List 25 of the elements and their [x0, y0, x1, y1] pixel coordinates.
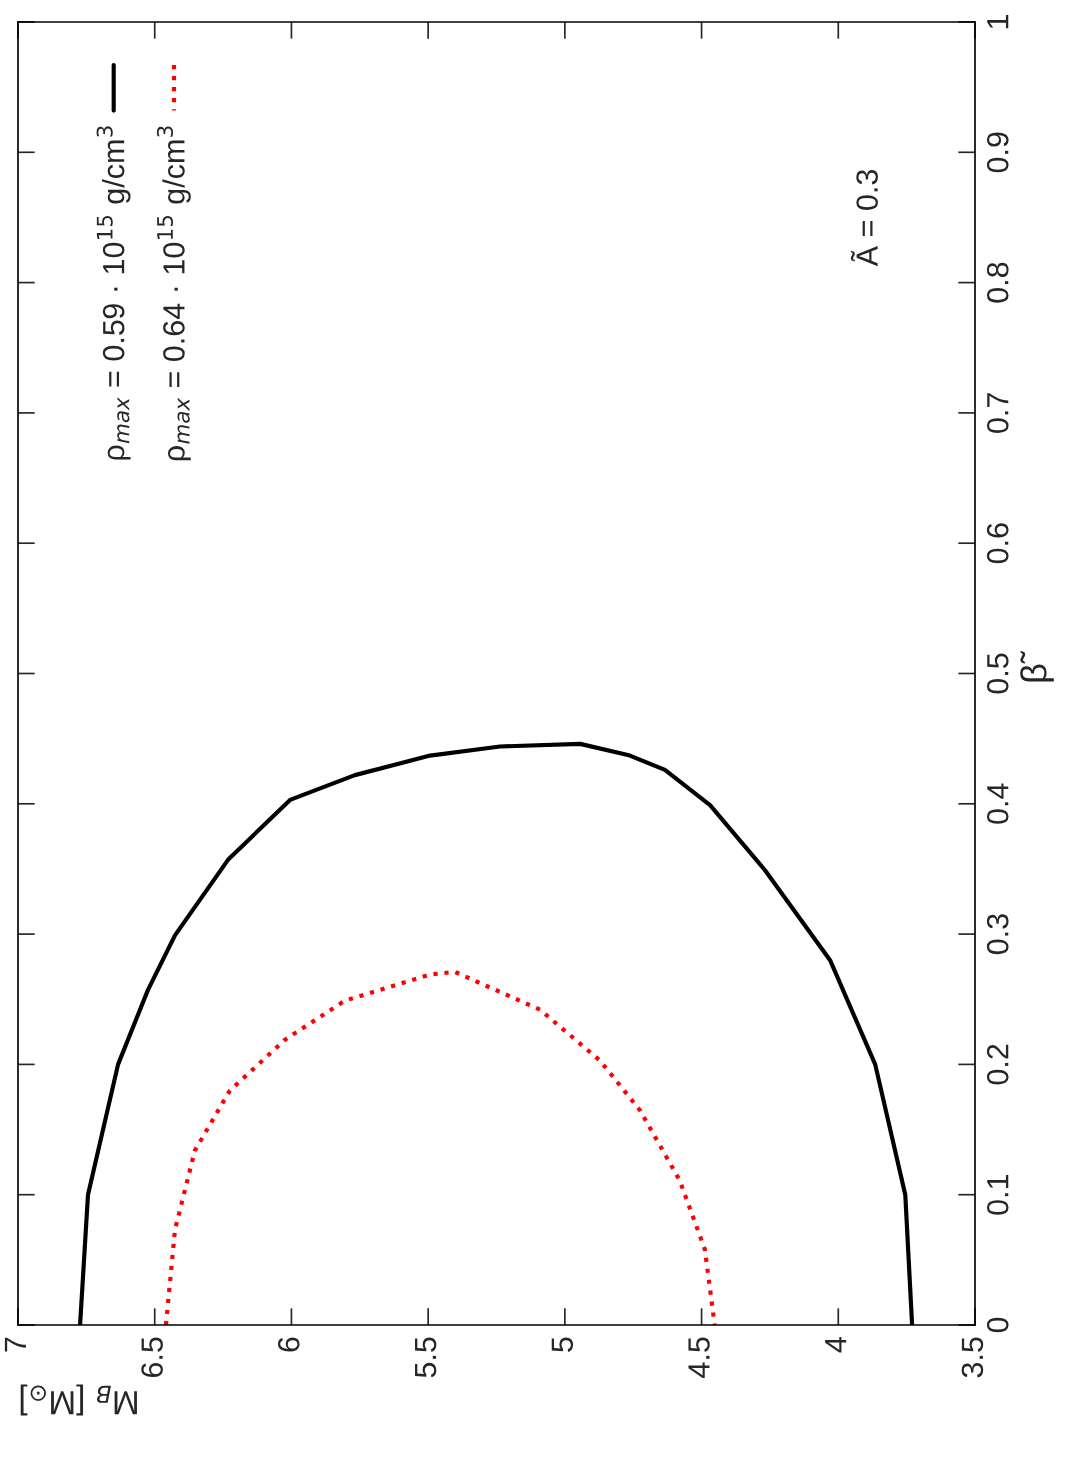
x-tick-label: 3.5 — [961, 1337, 984, 1378]
y-tick-label: 0.7 — [986, 393, 1009, 433]
y-tick-label: 0.8 — [986, 262, 1009, 303]
y-tick-label: 0.3 — [986, 914, 1009, 955]
y-tick-label: 1 — [987, 14, 1009, 29]
x-tick-label: 6 — [277, 1337, 300, 1352]
x-tick-label: 5.5 — [415, 1337, 437, 1378]
y-tick-label: 0.4 — [986, 783, 1009, 824]
y-tick-label: 0.9 — [986, 132, 1009, 173]
x-tick-label: 4.5 — [688, 1337, 710, 1378]
annotation: Ã = 0.3 — [850, 169, 878, 267]
x-tick-label: 5 — [551, 1337, 574, 1352]
line-series — [163, 969, 717, 1325]
y-tick-label: 0.2 — [986, 1044, 1009, 1085]
y-tick-label: 0.5 — [986, 653, 1009, 694]
y-tick-label: 0.1 — [986, 1174, 1009, 1215]
x-axis-title: M$_{B}$ [M$_{⊙}$] — [20, 1384, 137, 1416]
x-tick-label: 6.5 — [141, 1337, 163, 1378]
legend-label: ρ$_{max}$ = 0.64 · 10$^{15}$ g/cm$^{3}$ — [156, 126, 191, 461]
x-tick-label: 4 — [825, 1337, 847, 1353]
legend-label: ρ$_{max}$ = 0.59 · 10$^{15}$ g/cm$^{3}$ — [96, 126, 131, 460]
y-tick-label: 0 — [986, 1317, 1009, 1333]
y-axis-title: β̃ — [1020, 650, 1054, 682]
y-tick-label: 0.6 — [986, 523, 1009, 564]
x-tick-label: 7 — [4, 1337, 26, 1352]
